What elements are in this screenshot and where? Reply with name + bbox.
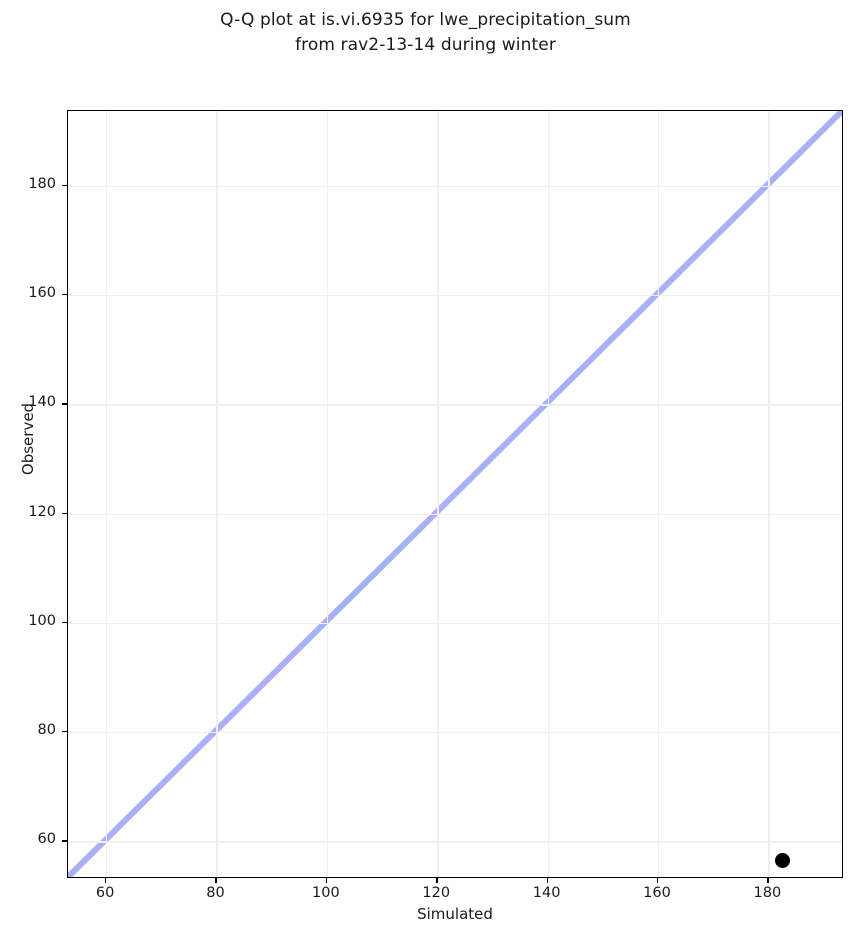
y-axis-label: Observed (19, 402, 37, 476)
gridline-vertical (437, 111, 439, 877)
y-axis-tick (62, 840, 67, 842)
gridline-vertical (768, 111, 770, 877)
gridline-horizontal (68, 513, 842, 515)
x-axis-tick (767, 878, 769, 883)
x-axis-tick-label: 180 (753, 885, 782, 901)
gridline-vertical (216, 111, 218, 877)
x-axis-label: Simulated (417, 905, 493, 923)
gridline-horizontal (68, 185, 842, 188)
x-axis-tick (546, 878, 548, 883)
gridline-vertical (326, 111, 329, 877)
gridline-vertical (106, 111, 108, 877)
x-axis-tick-label: 120 (422, 885, 451, 901)
chart-title: Q-Q plot at is.vi.6935 for lwe_precipita… (220, 10, 631, 55)
x-axis-tick-label: 80 (206, 885, 225, 901)
y-axis-tick (62, 731, 67, 733)
x-axis-tick (657, 878, 659, 883)
x-axis-tick-label: 100 (312, 885, 340, 901)
gridline-horizontal (68, 732, 842, 734)
x-axis-tick-label: 160 (643, 885, 671, 901)
identity-line (68, 111, 842, 877)
y-axis-tick (62, 403, 67, 405)
y-axis-tick-label: 100 (28, 612, 56, 629)
y-axis-tick-label: 140 (28, 394, 56, 411)
y-axis-tick-label: 160 (28, 285, 56, 302)
y-axis-tick-label: 120 (28, 503, 56, 520)
data-point (774, 852, 790, 868)
gridline-horizontal (68, 404, 842, 406)
gridline-vertical (658, 111, 660, 877)
y-axis-tick-label: 180 (28, 175, 56, 192)
y-axis-tick (62, 184, 67, 187)
x-axis-tick (436, 878, 438, 883)
gridline-vertical (547, 111, 549, 877)
x-axis-tick-label: 140 (532, 885, 561, 901)
x-axis-tick (215, 878, 217, 883)
plot-area (67, 110, 843, 878)
y-axis-tick (62, 512, 67, 514)
x-axis-tick (325, 878, 328, 883)
gridline-horizontal (68, 841, 842, 843)
y-axis-tick (62, 621, 67, 624)
y-axis-tick-label: 60 (37, 831, 56, 848)
x-axis-tick (105, 878, 107, 883)
y-axis-tick (62, 294, 67, 296)
y-axis-tick-label: 80 (37, 722, 56, 739)
gridline-horizontal (68, 622, 842, 625)
gridline-horizontal (68, 295, 842, 297)
x-axis-tick-label: 60 (95, 885, 115, 901)
